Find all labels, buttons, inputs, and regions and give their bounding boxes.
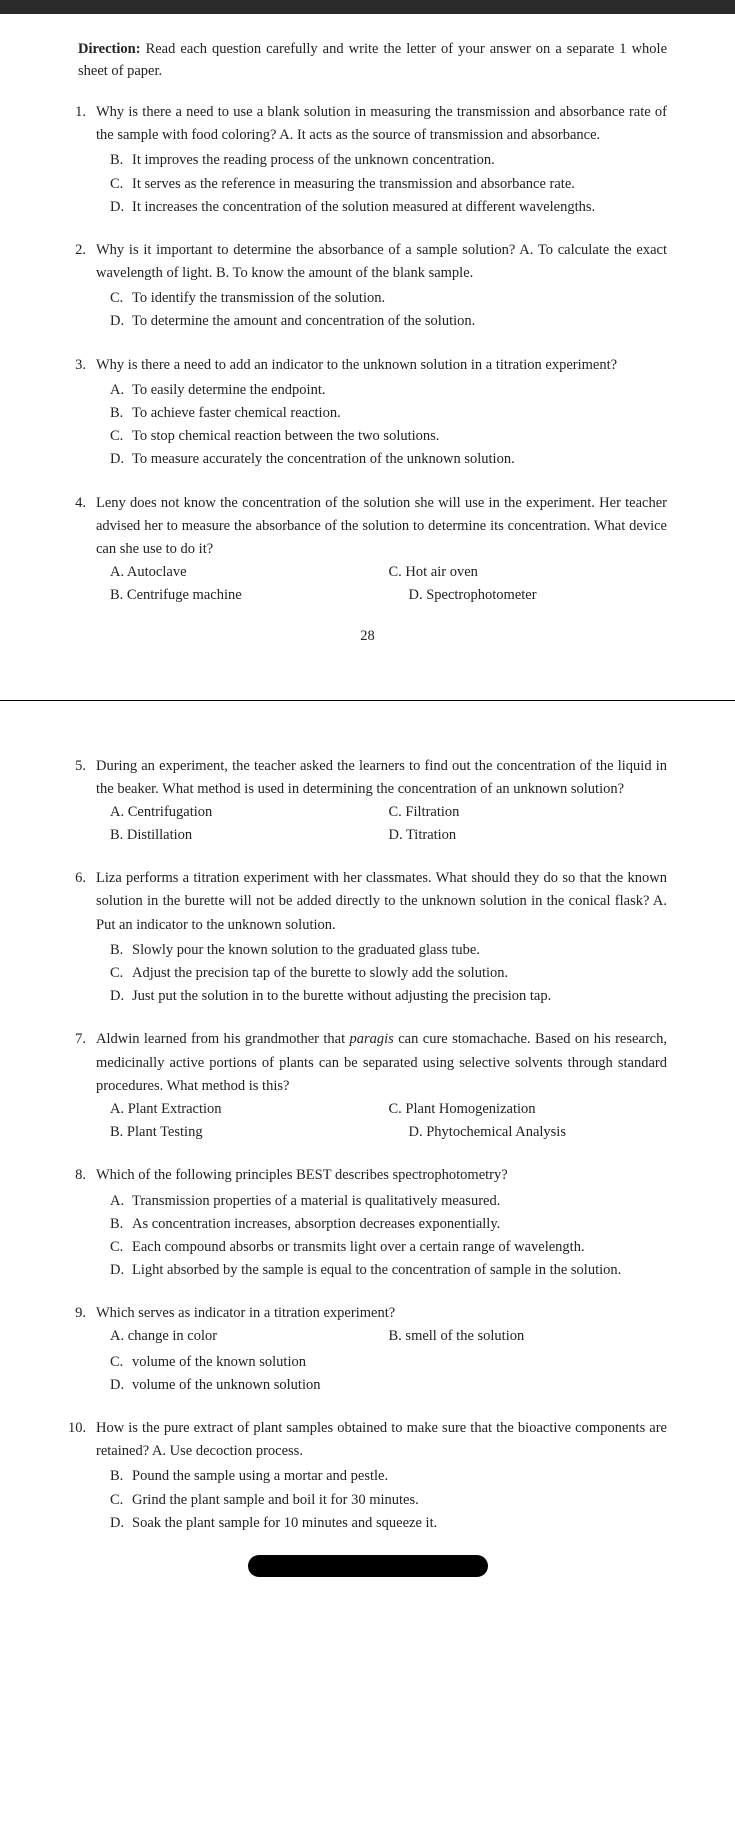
choice: B.It improves the reading process of the… [96, 149, 667, 172]
question-number: 6. [68, 867, 96, 1008]
question-stem: Liza performs a titration experiment wit… [96, 867, 667, 937]
direction-label: Direction: [78, 41, 141, 57]
choice: C.Adjust the precision tap of the burett… [96, 962, 667, 985]
choice-row: A. CentrifugationC. Filtration [96, 801, 667, 824]
page-number: 28 [68, 628, 667, 645]
choice: D.It increases the concentration of the … [96, 196, 667, 219]
choice: C.To identify the transmission of the so… [96, 287, 667, 310]
question-number: 1. [68, 101, 96, 219]
choice: D.To determine the amount and concentrat… [96, 310, 667, 333]
question-number: 10. [68, 1417, 96, 1535]
question-7: 7. Aldwin learned from his grandmother t… [68, 1028, 667, 1144]
choice: A.To easily determine the endpoint. [96, 379, 667, 402]
question-10: 10. How is the pure extract of plant sam… [68, 1417, 667, 1535]
choice: D.volume of the unknown solution [96, 1374, 667, 1397]
choice: D.Just put the solution in to the burett… [96, 985, 667, 1008]
direction-text: Read each question carefully and write t… [78, 41, 667, 79]
question-stem: Leny does not know the concentration of … [96, 492, 667, 562]
choice: B.Pound the sample using a mortar and pe… [96, 1465, 667, 1488]
question-8: 8. Which of the following principles BES… [68, 1164, 667, 1282]
question-number: 3. [68, 354, 96, 472]
choice: D.Light absorbed by the sample is equal … [96, 1259, 667, 1282]
choice: C.Grind the plant sample and boil it for… [96, 1489, 667, 1512]
choice: C.volume of the known solution [96, 1351, 667, 1374]
choice-row: B. DistillationD. Titration [96, 824, 667, 847]
page-break [68, 645, 667, 755]
choice: C.To stop chemical reaction between the … [96, 425, 667, 448]
question-6: 6. Liza performs a titration experiment … [68, 867, 667, 1008]
choice: D.To measure accurately the concentratio… [96, 448, 667, 471]
question-stem: Why is there a need to add an indicator … [96, 354, 667, 377]
question-4: 4. Leny does not know the concentration … [68, 492, 667, 608]
question-1: 1. Why is there a need to use a blank so… [68, 101, 667, 219]
question-2: 2. Why is it important to determine the … [68, 239, 667, 334]
top-bar [0, 0, 735, 14]
choice-row: A. AutoclaveC. Hot air oven [96, 561, 667, 584]
choice-row: A. change in colorB. smell of the soluti… [96, 1325, 667, 1348]
question-stem: Which serves as indicator in a titration… [96, 1302, 667, 1325]
choice: C.It serves as the reference in measurin… [96, 173, 667, 196]
question-stem: Aldwin learned from his grandmother that… [96, 1028, 667, 1098]
choice: D.Soak the plant sample for 10 minutes a… [96, 1512, 667, 1535]
question-number: 5. [68, 755, 96, 848]
choice-row: B. Centrifuge machineD. Spectrophotomete… [96, 584, 667, 607]
question-stem: Which of the following principles BEST d… [96, 1164, 667, 1187]
question-stem: Why is there a need to use a blank solut… [96, 101, 667, 147]
question-stem: Why is it important to determine the abs… [96, 239, 667, 285]
question-5: 5. During an experiment, the teacher ask… [68, 755, 667, 848]
question-number: 9. [68, 1302, 96, 1397]
choice-row: A. Plant ExtractionC. Plant Homogenizati… [96, 1098, 667, 1121]
question-number: 7. [68, 1028, 96, 1144]
choice: C.Each compound absorbs or transmits lig… [96, 1236, 667, 1259]
question-number: 2. [68, 239, 96, 334]
question-number: 4. [68, 492, 96, 608]
choice: B.Slowly pour the known solution to the … [96, 939, 667, 962]
choice-row: B. Plant TestingD. Phytochemical Analysi… [96, 1121, 667, 1144]
question-number: 8. [68, 1164, 96, 1282]
choice: B.As concentration increases, absorption… [96, 1213, 667, 1236]
question-3: 3. Why is there a need to add an indicat… [68, 354, 667, 472]
choice: B.To achieve faster chemical reaction. [96, 402, 667, 425]
question-stem: During an experiment, the teacher asked … [96, 755, 667, 801]
page-content: Direction: Read each question carefully … [0, 14, 735, 1607]
question-9: 9. Which serves as indicator in a titrat… [68, 1302, 667, 1397]
question-stem: How is the pure extract of plant samples… [96, 1417, 667, 1463]
bottom-handle [248, 1555, 488, 1577]
choice: A.Transmission properties of a material … [96, 1190, 667, 1213]
direction-block: Direction: Read each question carefully … [68, 38, 667, 83]
